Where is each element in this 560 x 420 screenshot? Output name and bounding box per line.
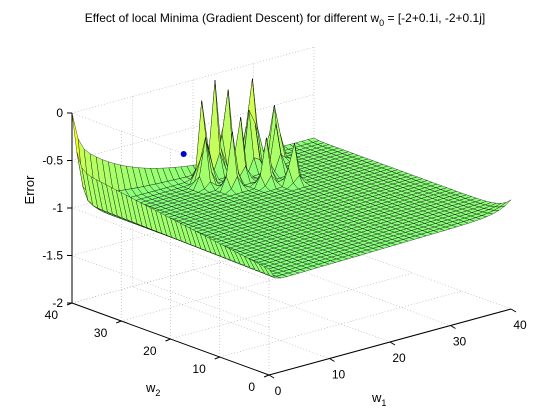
z-axis-label: Error xyxy=(22,175,37,205)
x-tick-label: 30 xyxy=(453,335,467,349)
grid-line-z-left xyxy=(71,255,270,328)
grid-line-z-left xyxy=(71,112,270,186)
x-tick-label: 20 xyxy=(392,351,406,365)
x-tick-label: 10 xyxy=(332,368,346,382)
surface-plot xyxy=(71,78,512,279)
y-tick xyxy=(66,302,73,306)
y-tick xyxy=(214,356,220,360)
x-axis-label: w1 xyxy=(371,390,386,408)
y-axis-label-main: w xyxy=(145,380,156,395)
z-tick-label: 0 xyxy=(56,106,63,120)
axis-lines xyxy=(66,112,517,379)
x-tick xyxy=(268,374,275,379)
y-tick xyxy=(263,374,270,378)
chart-title-sub: 0 xyxy=(379,18,384,28)
x-axis-label-main: w xyxy=(371,390,382,405)
surface-patch xyxy=(499,199,512,208)
chart-title: Effect of local Minima (Gradient Descent… xyxy=(85,11,485,28)
x-tick-label: 0 xyxy=(275,384,282,398)
grid-line-floor-w2 xyxy=(170,272,413,340)
x-tick xyxy=(329,358,335,362)
y-tick-label: 20 xyxy=(143,344,157,358)
z-tick-label: -1 xyxy=(52,201,63,215)
y-tick-label: 10 xyxy=(192,362,206,376)
z-tick-label: -1.5 xyxy=(42,249,63,263)
y-axis-label-sub: 2 xyxy=(155,388,160,398)
tick-labels: 0 0 -2 10 10 -1.5 20 20 -1 30 30 -0.5 40 40 0 xyxy=(42,106,527,398)
y-tick-label: 30 xyxy=(94,326,108,340)
y-tick xyxy=(116,320,122,324)
x-tick xyxy=(510,308,517,313)
x-axis-label-sub: 1 xyxy=(381,398,386,408)
chart-title-main: Effect of local Minima (Gradient Descent… xyxy=(85,11,380,25)
y-tick-label: 40 xyxy=(45,308,59,322)
grid-line-floor-w2 xyxy=(219,290,462,358)
grid-line-floor-w1 xyxy=(132,286,330,359)
minimum-marker xyxy=(180,151,187,158)
y-tick-label: 0 xyxy=(248,380,255,394)
chart-title-tail: = [-2+0.1i, -2+0.1j] xyxy=(384,11,485,25)
y-tick xyxy=(165,338,171,342)
grid-line-floor-w1 xyxy=(192,269,391,343)
x-tick xyxy=(450,325,456,329)
y-axis-label: w2 xyxy=(145,380,160,398)
x-tick-label: 40 xyxy=(513,318,527,332)
grid-line-z-left xyxy=(71,207,270,281)
z-tick-label: -2 xyxy=(52,296,63,310)
z-tick-label: -0.5 xyxy=(42,154,63,168)
x-tick xyxy=(389,341,396,346)
